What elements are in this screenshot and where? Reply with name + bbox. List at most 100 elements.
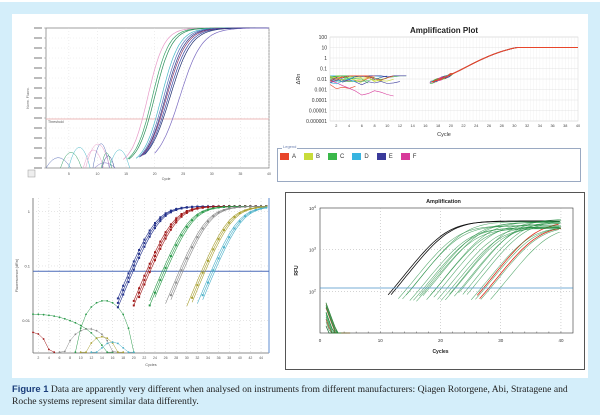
curve-green [440,227,559,301]
data-point [74,351,77,354]
curve-green [490,231,560,300]
figure-caption: Figure 1 Data are apparently very differ… [12,383,588,408]
legend-swatch [376,153,386,160]
x-tick-label: 38 [227,356,231,360]
data-point [58,351,61,354]
y-tick-label-mark [34,127,42,129]
y-tick-label-mark [34,97,42,99]
y-tick-exp: 4 [314,205,316,209]
curve-olive [191,206,267,303]
x-tick-label: 42 [248,356,252,360]
x-tick-label: 34 [538,124,542,128]
noise-curve [325,317,342,334]
x-tick-label: 40 [267,172,271,176]
legend-item-F: F [400,153,416,160]
noise-series-F [329,80,394,97]
x-tick-label: 20 [153,172,157,176]
x-tick-label: 2 [37,356,39,360]
y-axis-label: Fluorescence (dRn) [15,258,19,292]
curve-green [413,227,561,301]
noise-series-A [329,84,356,90]
x-axis-label: Cycle [437,132,451,138]
y-tick-label-mark [34,147,42,149]
x-tick-label: 32 [525,124,529,128]
legend-label: C [340,153,345,160]
y-tick-label: 1 [28,209,31,214]
x-tick-label: 30 [210,172,214,176]
noise-curve [32,332,55,353]
x-tick-label: 10 [385,124,389,128]
plot-area [319,207,574,334]
x-tick-label: 24 [153,356,157,360]
x-tick-label: 26 [164,356,168,360]
y-axis-label: Norm. Fluoro. [26,87,30,108]
legend-swatch [352,153,362,160]
x-tick-label: 6 [59,356,61,360]
x-tick-label: 36 [217,356,221,360]
y-tick-label: 100 [319,35,328,41]
y-tick-label: 104 [309,205,316,211]
x-tick-label: 38 [563,124,567,128]
curve-red [479,227,562,300]
x-tick-label: 34 [206,356,210,360]
legend-swatch [304,153,314,160]
legend-item-B: B [304,153,320,160]
y-tick-label: 0.0001 [312,98,328,104]
abi-chart: Amplification Plot 100 10 1 0.1 0.01 0.001 0.00… [296,26,580,138]
x-tick-label: 18 [436,124,440,128]
x-tick-label: 40 [558,338,564,343]
qiagen-chart: 5 10 15 20 25 30 35 40 Cycle Norm. Fluoro. Thresho… [26,27,271,181]
x-tick-label: 5 [68,172,70,176]
x-tick-label: 8 [373,124,375,128]
x-tick-label: 30 [512,124,516,128]
y-tick-label: 0.01 [22,318,31,323]
y-tick-label-mark [34,27,42,29]
y-tick-exp: 2 [314,288,316,292]
y-tick-label-mark [34,77,42,79]
curve-s10 [154,27,269,154]
noise-series-D [329,76,356,85]
x-axis-label: Cycle [162,177,171,181]
legend-label: D [364,153,369,160]
x-tick-label: 22 [461,124,465,128]
y-tick-label-mark [34,117,42,119]
y-tick-label-mark [34,47,42,49]
legend-title: Legend [282,144,298,149]
y-tick-label: 0.00001 [309,108,327,114]
curve-green [480,229,560,300]
x-tick-label: 12 [89,356,93,360]
caption-label: Figure 1 [12,383,49,394]
curve-olive [191,206,267,298]
noise-curve [91,341,134,353]
noise-series-D [329,79,356,82]
noise-series-C [329,75,407,82]
y-tick-label: 0.000001 [306,119,327,125]
x-tick-label: 16 [111,356,115,360]
curve-green [462,221,560,295]
noise-curve [94,162,116,169]
x-tick-label: 22 [142,356,146,360]
curve-green [458,219,562,294]
x-tick-label: 10 [96,172,100,176]
abi-legend: Legend A B C D E F [277,144,581,182]
curve-green [449,220,561,295]
noise-curve [68,147,91,169]
curve-green [445,226,560,301]
noise-curve [45,157,71,169]
plot-area [33,198,269,353]
y-axis-label: ΔRn [296,74,302,85]
noise-curve [59,328,118,353]
x-axis-label: Cycles [145,363,156,367]
x-tick-label: 2 [335,124,337,128]
y-tick-label: 0.01 [317,77,327,83]
curve-teal [202,207,267,296]
top-border [0,0,600,2]
legend-label: A [292,153,297,160]
x-tick-label: 14 [100,356,104,360]
x-tick-label: 20 [438,338,444,343]
curve-green [437,226,562,300]
x-tick-label: 10 [79,356,83,360]
y-tick-label-mark [34,87,42,89]
x-axis-label: Cycles [432,349,448,355]
